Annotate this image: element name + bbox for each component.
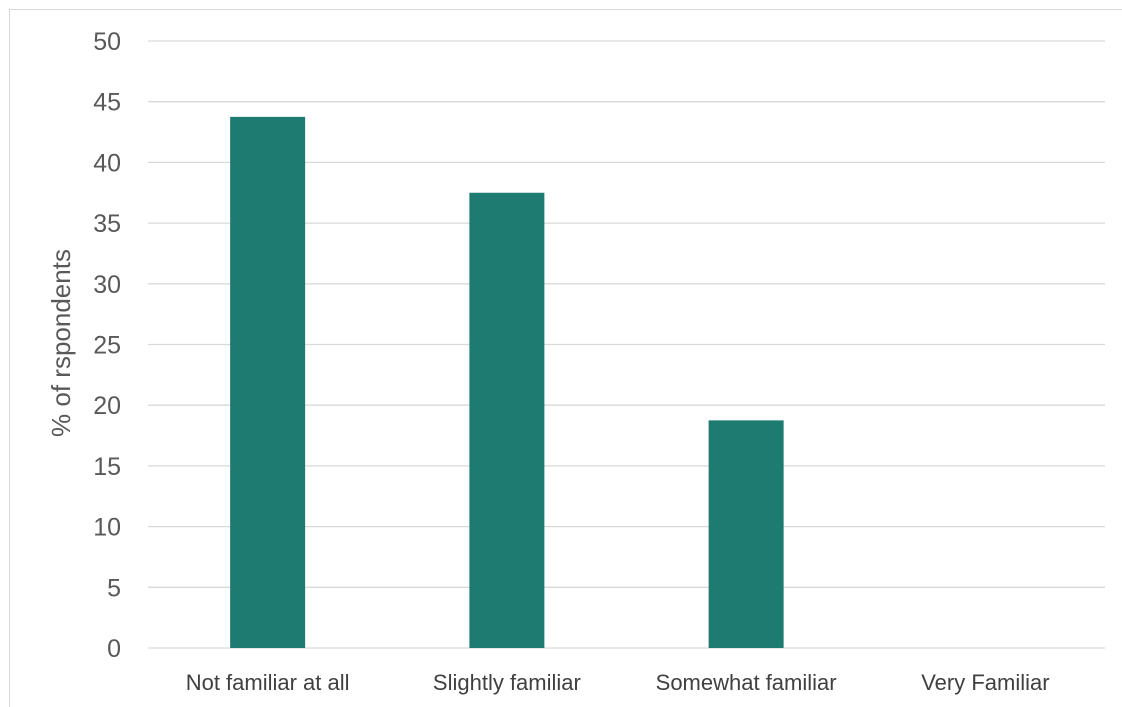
- y-tick-label: 20: [93, 392, 121, 420]
- bar-slightly-familiar: [469, 192, 545, 648]
- bar-somewhat-familiar: [708, 420, 784, 648]
- chart-frame: [9, 9, 1122, 707]
- x-category-label: Not familiar at all: [186, 670, 350, 695]
- bars: [230, 116, 784, 648]
- x-axis-categories: Not familiar at all Slightly familiar Some…: [186, 670, 1050, 695]
- y-axis-ticks: 0 5 10 15 20 25 30 35 40 45 50: [93, 28, 121, 663]
- y-tick-label: 40: [93, 149, 121, 177]
- y-tick-label: 30: [93, 271, 121, 299]
- y-tick-label: 45: [93, 89, 121, 117]
- x-category-label: Slightly familiar: [433, 670, 581, 695]
- y-axis-title: % of rspondents: [46, 249, 76, 437]
- y-tick-label: 25: [93, 332, 121, 360]
- bar-not-familiar-at-all: [230, 116, 306, 648]
- y-tick-label: 5: [107, 574, 121, 602]
- x-category-label: Somewhat familiar: [656, 670, 837, 695]
- y-tick-label: 10: [93, 514, 121, 542]
- gridlines: [148, 40, 1105, 649]
- y-tick-label: 0: [107, 635, 121, 663]
- y-tick-label: 15: [93, 453, 121, 481]
- y-tick-label: 35: [93, 210, 121, 238]
- y-tick-label: 50: [93, 28, 121, 56]
- x-category-label: Very Familiar: [921, 670, 1049, 695]
